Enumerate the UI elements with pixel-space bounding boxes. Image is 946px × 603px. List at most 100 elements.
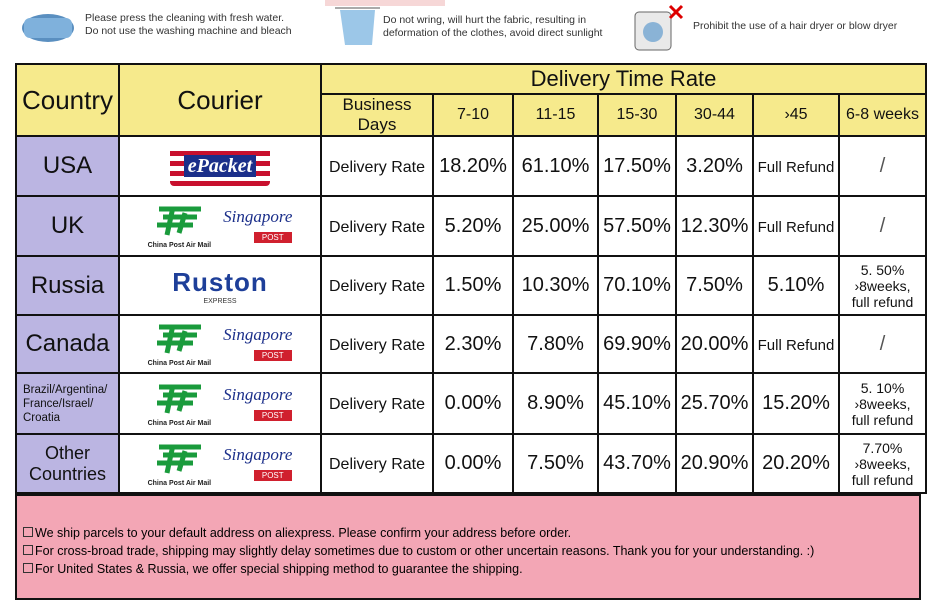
rate-value: 12.30%: [680, 214, 749, 237]
logo-sub: EXPRESS: [203, 297, 237, 305]
china-post-icon: [157, 443, 202, 474]
china-post-icon: [157, 206, 202, 236]
label-cell: Delivery Rate: [320, 255, 434, 316]
rate-cell: 70.10%: [597, 255, 677, 316]
note-text: We ship parcels to your default address …: [35, 526, 572, 540]
rate-cell: 0.00%: [432, 433, 514, 494]
subheader-text: ›45: [784, 106, 808, 123]
weeks-cell: /: [838, 135, 927, 197]
rate-cell: 12.30%: [675, 195, 754, 257]
courier-logo: Singapore POST: [223, 207, 292, 245]
subheader: 15-30: [597, 93, 677, 137]
table-row: Russia Ruston EXPRESS Delivery Rate 1.50% 10.…: [15, 255, 927, 316]
title-cell: Delivery Time Rate: [320, 63, 927, 95]
rate-cell: 20.00%: [675, 314, 754, 374]
weeks-text: /: [879, 215, 886, 237]
label-cell: Delivery Rate: [320, 314, 434, 374]
table-row: Canada China Post Air Mail Singapore POST De…: [15, 314, 927, 374]
rate-value: 7.50%: [686, 274, 743, 296]
courier-logo: China Post Air Mail: [148, 381, 211, 427]
rate-value: Full Refund: [757, 218, 835, 236]
china-post-icon: [157, 324, 202, 354]
rate-cell: 57.50%: [597, 195, 677, 257]
top-shape: [325, 0, 445, 6]
country-name: USA: [42, 152, 93, 179]
rate-value: 15.20%: [762, 392, 830, 414]
courier-cell: Ruston EXPRESS: [118, 255, 322, 316]
table-row: USA ePacket Delivery Rate 18.20% 61.10% 17.50…: [15, 135, 927, 197]
country-cell: Canada: [15, 314, 120, 374]
rate-value: 45.10%: [603, 392, 671, 414]
weeks-cell: 7.70% ›8weeks, full refund: [838, 433, 927, 494]
rate-value: 3.20%: [686, 154, 743, 177]
rate-value: 69.90%: [603, 332, 671, 355]
rate-cell: 3.20%: [675, 135, 754, 197]
logo-name: Singapore: [223, 207, 293, 226]
subheader-text: Business Days: [342, 95, 412, 134]
country-name: France/Israel/: [23, 397, 94, 410]
label-cell: Delivery Rate: [320, 372, 434, 435]
table-row: Other Countries China Post Air Mail Singap…: [15, 433, 927, 494]
rate-value: 25.70%: [680, 392, 749, 414]
weeks-text: ›8weeks,: [854, 455, 911, 472]
country-header: Country: [15, 63, 120, 137]
courier-header: Courier: [118, 63, 322, 137]
courier-logo: China Post Air Mail: [148, 321, 211, 367]
rate-value: 20.00%: [680, 332, 749, 355]
subheader-text: 7-10: [456, 106, 490, 123]
care-line: Do not use the washing machine and bleac…: [85, 25, 292, 37]
rate-value: Full Refund: [757, 158, 835, 176]
care-text: Please press the cleaning with fresh wat…: [85, 12, 292, 38]
care-line: Do not wring, will hurt the fabric, resu…: [383, 14, 587, 26]
table-row: UK China Post Air Mail Singapore POST Delive…: [15, 195, 927, 257]
country-name: Croatia: [23, 411, 61, 424]
rate-cell: 43.70%: [597, 433, 677, 494]
weeks-text: full refund: [851, 471, 914, 488]
rate-value: 0.00%: [444, 392, 502, 414]
rate-cell: 2.30%: [432, 314, 514, 374]
rate-value: 20.90%: [680, 452, 749, 474]
rate-cell: 1.50%: [432, 255, 514, 316]
country-cell: Russia: [15, 255, 120, 316]
care-line: deformation of the clothes, avoid direct…: [383, 27, 603, 39]
logo-sub: POST: [253, 409, 292, 421]
rate-cell: Full Refund: [752, 135, 840, 197]
rate-label: Delivery Rate: [328, 396, 426, 413]
courier-cell: China Post Air Mail Singapore POST: [118, 314, 322, 374]
subheader-text: 6-8 weeks: [846, 106, 919, 123]
weeks-text: full refund: [851, 411, 914, 428]
weeks-text: full refund: [851, 293, 914, 310]
logo-name: Singapore: [223, 384, 293, 404]
care-line: Prohibit the use of a hair dryer or blow…: [693, 20, 898, 32]
rate-value: 8.90%: [527, 392, 584, 414]
courier-cell: China Post Air Mail Singapore POST: [118, 372, 322, 435]
courier-logo: Singapore POST: [223, 445, 292, 483]
rate-label: Delivery Rate: [328, 218, 426, 236]
rate-value: Full Refund: [757, 336, 835, 354]
care-text: Do not wring, will hurt the fabric, resu…: [383, 14, 602, 40]
rate-cell: 45.10%: [597, 372, 677, 435]
weeks-text: ›8weeks,: [854, 277, 911, 294]
logo-name: ePacket: [183, 154, 257, 177]
rate-cell: 5.10%: [752, 255, 840, 316]
subheader: 7-10: [432, 93, 514, 137]
subheader: 30-44: [675, 93, 754, 137]
courier-logo: Ruston EXPRESS: [172, 267, 268, 305]
rate-table: Country Courier Delivery Time Rate Business…: [15, 63, 927, 494]
courier-logo: Singapore POST: [223, 325, 292, 363]
note-line: For cross-broad trade, shipping may slig…: [17, 542, 919, 560]
rate-value: 17.50%: [603, 154, 671, 177]
label-cell: Delivery Rate: [320, 135, 434, 197]
rate-value: 0.00%: [444, 452, 502, 474]
rate-cell: 0.00%: [432, 372, 514, 435]
subheader-text: 11-15: [535, 106, 576, 123]
label-cell: Delivery Rate: [320, 433, 434, 494]
rate-cell: 20.90%: [675, 433, 754, 494]
rate-cell: 69.90%: [597, 314, 677, 374]
country-cell: Other Countries: [15, 433, 120, 494]
header-text: Courier: [177, 84, 263, 115]
note-line: We ship parcels to your default address …: [17, 524, 919, 542]
rate-cell: 8.90%: [512, 372, 599, 435]
rate-cell: 25.00%: [512, 195, 599, 257]
rate-cell: 7.80%: [512, 314, 599, 374]
